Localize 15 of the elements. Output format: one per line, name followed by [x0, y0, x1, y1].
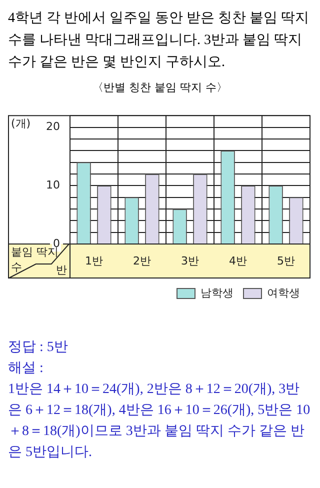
- legend-label: 남학생: [200, 286, 234, 300]
- chart-title: 〈반별 칭찬 붙임 딱지 수〉: [92, 80, 228, 95]
- text: 해설 :: [8, 360, 44, 378]
- x-tick-label: 5반: [277, 254, 295, 268]
- chart-subtitle: 4학년 각 반에서 일주일 동안 받은 칭찬 붙임 딱지 수를 나타낸 막대그래프입니다. 3반과 붙임 딱지 수가 같은 반은 몇 반인지 구하시오.: [8, 10, 310, 72]
- text: 정답 : 5반: [8, 339, 69, 357]
- x-tick-label: 1반: [85, 254, 103, 268]
- x-tick-label: 2반: [133, 254, 151, 268]
- x-tick-label: 3반: [181, 254, 199, 268]
- legend-label: 여학생: [267, 286, 300, 300]
- y-axis-title: (개): [11, 116, 31, 130]
- x-tick-label: 4반: [229, 254, 247, 268]
- text: 1반은 14＋10＝24(개), 2반은 8＋12＝20(개), 3반은 6＋12＝18(개), 4반은 16＋10＝26(개), 5반은 10＋8＝18(개)이므로 3반과 붙임 딱지 수가 같은 반은 5반입니다.: [8, 381, 312, 462]
- y-tick-label: 10: [46, 178, 60, 192]
- y-tick-label: 20: [46, 120, 60, 134]
